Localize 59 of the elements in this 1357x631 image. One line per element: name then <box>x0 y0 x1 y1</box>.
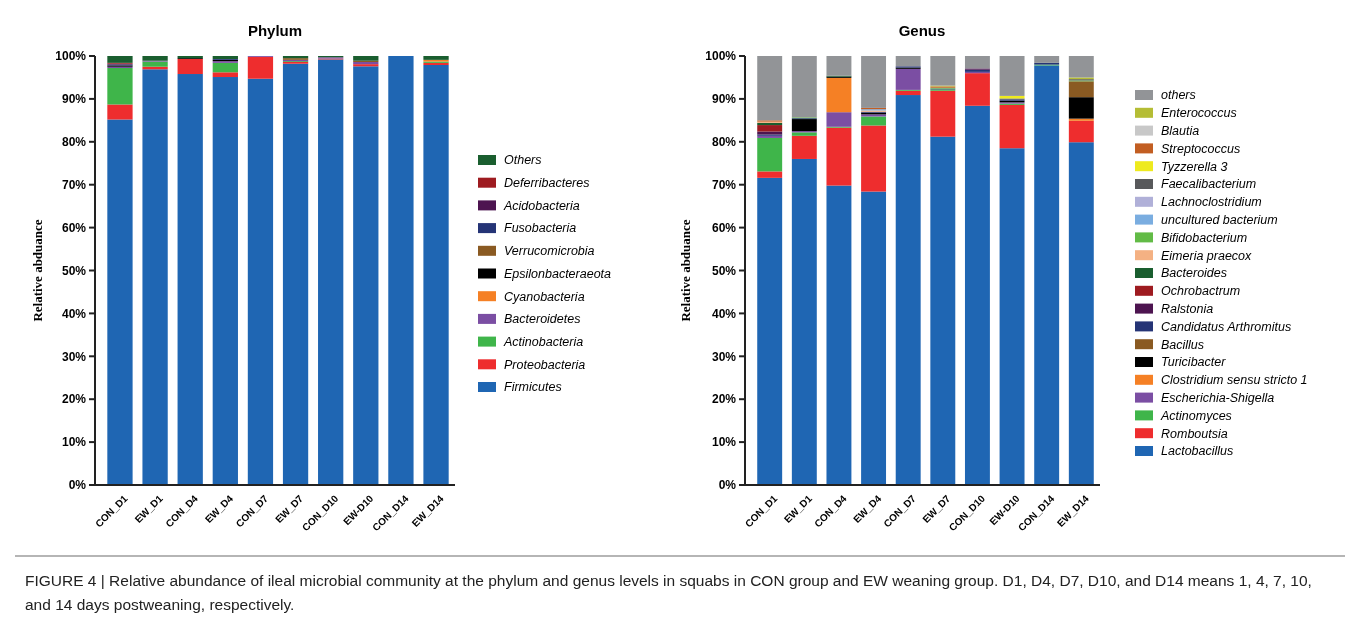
y-tick-label: 30% <box>61 349 87 364</box>
legend-label: Acidobacteria <box>503 198 580 213</box>
y-tick-label: 80% <box>61 135 87 149</box>
y-tick-label: 50% <box>61 263 87 278</box>
y-tick-label: 20% <box>61 392 87 407</box>
legend-label: Ralstonia <box>1161 301 1214 316</box>
legend-label: Romboutsia <box>1161 426 1228 441</box>
y-tick-label: 10% <box>61 435 87 450</box>
y-tick-label: 10% <box>711 435 737 450</box>
legend-label: Actinobacteria <box>503 334 584 349</box>
legend-label: Escherichia-Shigella <box>1161 390 1275 405</box>
legend-label: Epsilonbacteraeota <box>504 266 612 281</box>
legend-label: Lachnoclostridium <box>1161 195 1262 210</box>
y-tick-label: 0% <box>718 478 737 493</box>
legend-label: Verrucomicrobia <box>504 244 595 259</box>
legend-label: Bacillus <box>1161 337 1205 352</box>
legend-label: Fusobacteria <box>504 221 577 236</box>
legend-label: Eimeria praecox <box>1161 248 1253 263</box>
legend-label: Firmicutes <box>504 380 562 395</box>
legend-label: Clostridium sensu stricto 1 <box>1161 373 1308 388</box>
legend-label: Others <box>504 153 542 168</box>
legend-label: Bifidobacterium <box>1161 230 1248 245</box>
y-tick-label: 70% <box>711 177 737 192</box>
legend-label: Proteobacteria <box>504 357 586 372</box>
y-tick-label: 50% <box>711 263 737 278</box>
legend-label: Faecalibacterium <box>1161 177 1257 192</box>
legend-label: Turicibacter <box>1161 355 1227 370</box>
legend-label: Bacteroidetes <box>504 312 581 327</box>
legend-label: Enterococcus <box>1161 106 1237 121</box>
legend-label: Lactobacillus <box>1161 444 1234 459</box>
legend-label: Tyzzerella 3 <box>1161 159 1228 174</box>
caption: FIGURE 4 | Relative abundance of ileal microbial community at the phylum and genus levels in squabs in CON group and EW weaning group. D1, D4, D7, D10, and D14 means 1, 4, 7, 10, and 14 days postweaning, respectively. <box>15 555 1345 617</box>
y-tick-label: 0% <box>68 478 87 493</box>
chart-title: Genus <box>898 22 946 39</box>
legend-label: Bacteroides <box>1161 266 1228 281</box>
legend-label: Blautia <box>1161 123 1200 138</box>
y-axis-title: Relative abduance <box>30 219 45 322</box>
y-tick-label: 80% <box>711 135 737 149</box>
legend-label: Candidatus Arthromitus <box>1161 319 1292 334</box>
legend-label: uncultured bacterium <box>1161 212 1278 227</box>
legend-label: others <box>1161 88 1196 103</box>
y-tick-label: 90% <box>61 92 87 107</box>
y-tick-label: 40% <box>61 306 87 321</box>
y-tick-label: 60% <box>61 220 87 235</box>
chart-title: Phylum <box>247 22 303 39</box>
y-tick-label: 60% <box>711 220 737 235</box>
y-tick-label: 30% <box>711 349 737 364</box>
y-tick-label: 20% <box>711 392 737 407</box>
y-tick-label: 70% <box>61 177 87 192</box>
y-axis-title: Relative abduance <box>678 219 693 322</box>
y-tick-label: 40% <box>711 306 737 321</box>
y-tick-label: 90% <box>711 92 737 107</box>
y-tick-label: 100% <box>55 49 87 64</box>
legend-label: Ochrobactrum <box>1161 284 1241 299</box>
y-tick-label: 100% <box>705 49 737 64</box>
legend-label: Deferribacteres <box>504 176 590 191</box>
legend-label: Streptococcus <box>1161 141 1241 156</box>
legend-label: Cyanobacteria <box>504 289 585 304</box>
legend-label: Actinomyces <box>1160 408 1232 423</box>
